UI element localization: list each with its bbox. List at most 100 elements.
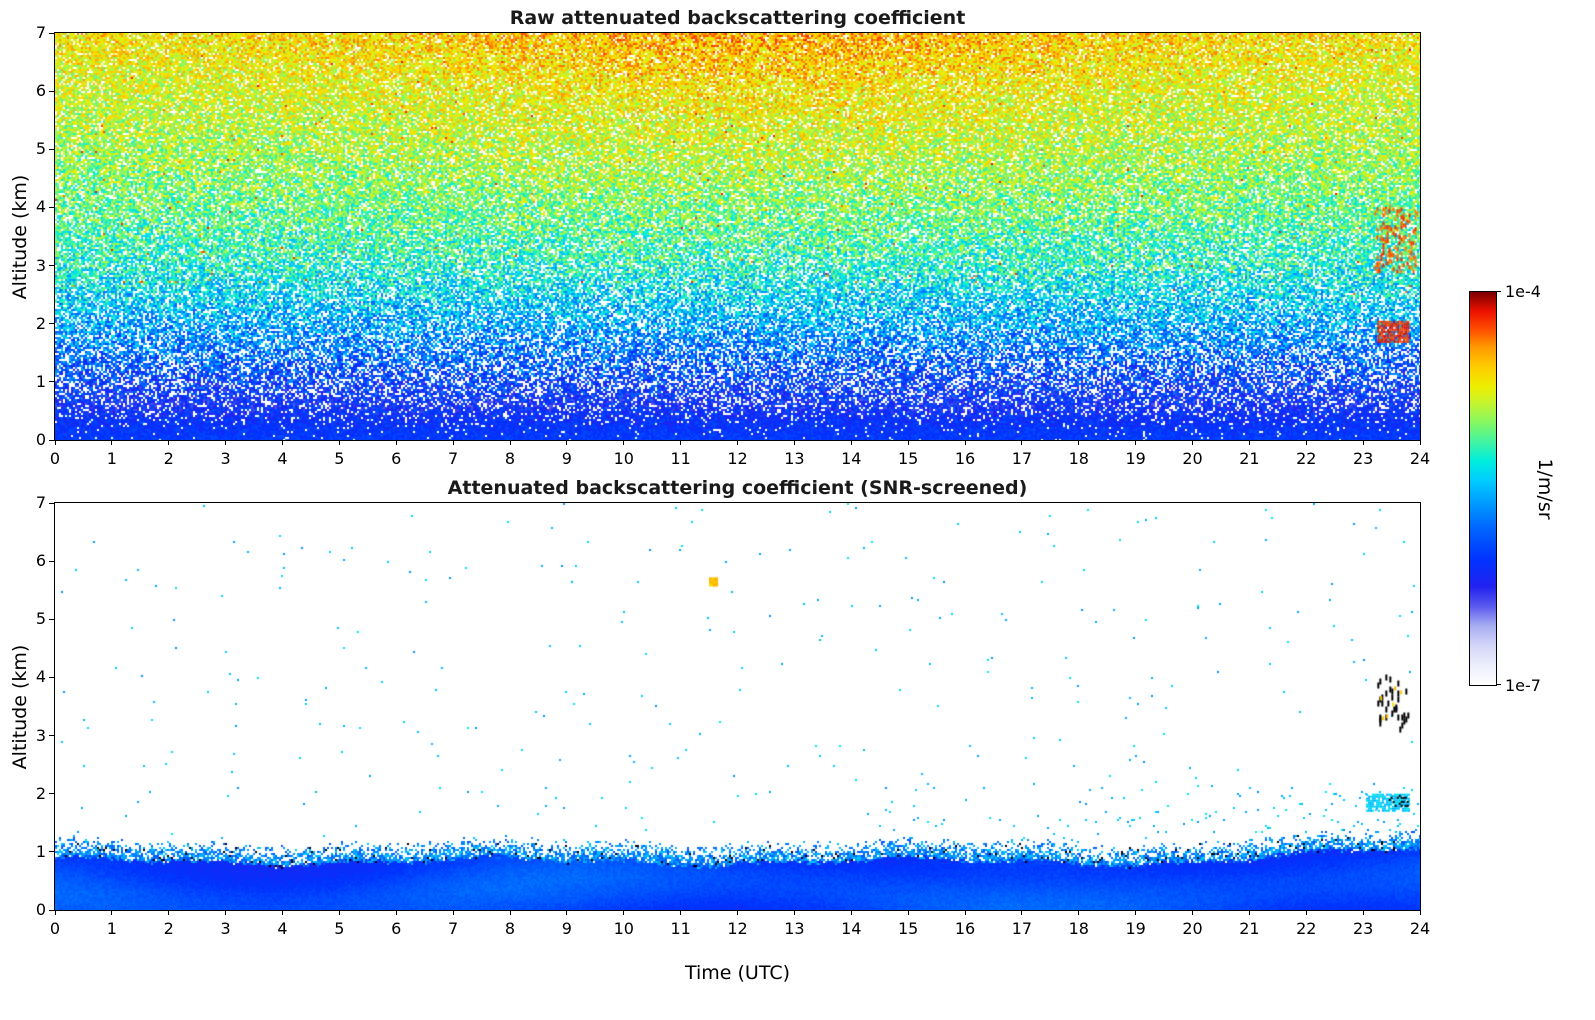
x-tick-label: 9 (561, 919, 572, 938)
x-tick-label: 9 (561, 449, 572, 468)
x-axis-tick (964, 440, 966, 445)
colorbar-min-label: 1e-7 (1505, 676, 1541, 695)
x-axis-tick (1419, 910, 1421, 915)
x-axis-tick (395, 910, 397, 915)
x-tick-label: 4 (277, 449, 288, 468)
x-tick-label: 14 (841, 919, 862, 938)
y-tick-label: 6 (35, 81, 46, 101)
x-tick-label: 1 (106, 919, 117, 938)
y-axis-tick (49, 793, 54, 795)
y-tick-label: 0 (35, 900, 46, 919)
y-tick-label: 1 (35, 841, 46, 861)
x-tick-label: 8 (504, 919, 516, 938)
x-axis-tick (850, 440, 852, 445)
x-axis-tick (1192, 440, 1193, 445)
x-axis-tick (225, 910, 227, 915)
x-axis-tick (1305, 440, 1307, 445)
y-axis-tick (49, 909, 54, 911)
x-axis-tick (1305, 910, 1307, 915)
x-tick-label: 5 (334, 919, 345, 938)
raw-plot-area (54, 32, 1421, 441)
x-tick-label: 10 (613, 919, 634, 938)
x-axis-tick (793, 910, 795, 915)
x-tick-label: 12 (727, 449, 748, 468)
colorbar-tick (1497, 291, 1501, 292)
x-tick-label: 13 (784, 919, 805, 938)
x-axis-tick (907, 440, 909, 445)
colorbar-unit-label: 1/m/sr (1534, 457, 1556, 520)
x-axis-tick (338, 440, 340, 445)
x-axis-tick (680, 910, 682, 915)
colorbar (1469, 291, 1497, 686)
x-tick-label: 2 (163, 449, 174, 468)
y-tick-label: 2 (35, 783, 46, 803)
x-tick-label: 10 (613, 449, 634, 468)
x-tick-label: 20 (1182, 919, 1203, 938)
y-axis-tick (49, 265, 54, 267)
y-tick-label: 0 (35, 430, 46, 449)
y-tick-label: 7 (35, 493, 46, 512)
y-axis-tick (49, 560, 54, 562)
x-axis-tick (452, 440, 454, 445)
x-axis-tick (54, 440, 56, 445)
x-axis-tick (850, 910, 852, 915)
x-tick-label: 13 (784, 449, 805, 468)
x-tick-label: 21 (1239, 449, 1260, 468)
y-tick-label: 4 (35, 197, 46, 217)
colorbar-gradient (1470, 292, 1496, 685)
y-axis-tick (49, 148, 54, 150)
x-tick-label: 23 (1352, 919, 1374, 938)
x-axis-tick (964, 910, 966, 915)
screened-heatmap-canvas (55, 503, 1420, 910)
y-tick-label: 6 (35, 551, 46, 571)
x-axis-tick (907, 910, 909, 915)
x-tick-label: 18 (1068, 919, 1089, 938)
x-tick-label: 23 (1352, 449, 1374, 468)
x-axis-tick (452, 910, 454, 915)
y-axis-tick (49, 323, 54, 325)
x-tick-label: 2 (163, 919, 174, 938)
x-tick-label: 22 (1296, 449, 1317, 468)
x-axis-tick (1248, 440, 1250, 445)
x-axis-tick (54, 910, 56, 915)
x-tick-label: 17 (1011, 919, 1033, 938)
x-tick-label: 16 (954, 919, 976, 938)
x-axis-tick (737, 440, 738, 445)
x-tick-label: 8 (504, 449, 516, 468)
x-axis-tick (509, 440, 511, 445)
x-axis-tick (1419, 440, 1421, 445)
x-tick-label: 7 (448, 919, 459, 938)
x-axis-tick (111, 440, 113, 445)
x-tick-label: 6 (391, 919, 402, 938)
raw-chart-title: Raw attenuated backscattering coefficien… (509, 7, 966, 29)
x-axis-tick (1362, 440, 1364, 445)
y-tick-label: 7 (35, 23, 46, 42)
x-axis-tick (1021, 440, 1023, 445)
x-axis-tick (737, 910, 738, 915)
y-tick-label: 5 (35, 139, 46, 159)
x-tick-label: 3 (220, 919, 231, 938)
x-tick-label: 12 (727, 919, 748, 938)
x-tick-label: 3 (220, 449, 231, 468)
x-tick-label: 19 (1125, 449, 1146, 468)
raw-heatmap-canvas (55, 33, 1420, 440)
y-axis-tick (49, 381, 54, 383)
x-axis-tick (1021, 910, 1023, 915)
y-tick-label: 4 (35, 667, 46, 687)
x-axis-tick (1135, 440, 1137, 445)
raw-y-axis-label: Altitude (km) (9, 174, 31, 299)
x-tick-label: 20 (1182, 449, 1203, 468)
x-axis-tick (395, 440, 397, 445)
colorbar-max-label: 1e-4 (1505, 282, 1541, 301)
x-tick-label: 15 (897, 919, 919, 938)
x-tick-label: 19 (1125, 919, 1146, 938)
x-axis-tick (168, 910, 170, 915)
y-axis-tick (49, 206, 54, 208)
x-axis-tick (623, 440, 625, 445)
x-axis-tick (1248, 910, 1250, 915)
x-tick-label: 0 (49, 449, 61, 468)
y-tick-label: 5 (35, 609, 46, 629)
x-tick-label: 16 (954, 449, 976, 468)
x-tick-label: 24 (1409, 919, 1431, 938)
